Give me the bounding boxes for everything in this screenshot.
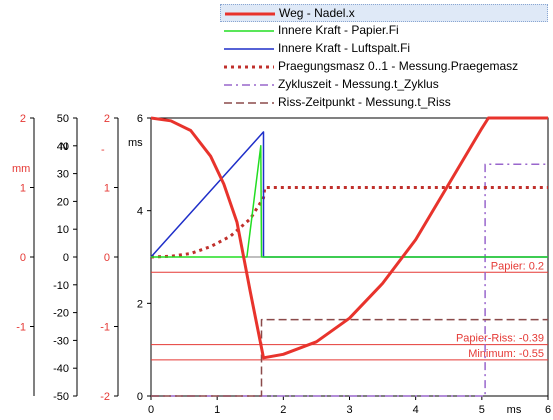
- y-tick-label-ratio: 1: [104, 183, 110, 195]
- legend-swatch: [224, 84, 274, 86]
- x-tick-label: 1: [214, 404, 220, 416]
- x-tick-label: 4: [413, 404, 419, 416]
- reference-label: Minimum: -0.55: [468, 348, 544, 360]
- y-tick-label-N: -50: [53, 391, 69, 403]
- reference-label: Papier: 0.2: [491, 260, 544, 272]
- series-line-6: [151, 318, 548, 397]
- y-unit-label-ms: ms: [128, 137, 143, 149]
- y-unit-label-ratio: -: [101, 144, 105, 156]
- legend-label: Praegungsmasz 0..1 - Messung.Praegemasz: [278, 59, 519, 73]
- legend-swatch: [224, 30, 274, 32]
- y-tick-label-N: 30: [57, 169, 69, 181]
- legend-label: Weg - Nadel.x: [279, 6, 355, 20]
- y-tick-label-N: -10: [53, 280, 69, 292]
- legend-swatch: [225, 12, 275, 16]
- y-tick-label-N: 0: [63, 252, 69, 264]
- series-line-4: [150, 186, 548, 259]
- y-tick-label-mm: 1: [20, 183, 26, 195]
- y-tick-label-mm: 0: [20, 252, 26, 264]
- legend-swatch: [224, 65, 274, 69]
- series-line-5: [151, 163, 548, 397]
- legend-item: Innere Kraft - Luftspalt.Fi: [220, 40, 548, 58]
- series-line-1: [150, 116, 548, 360]
- legend-swatch: [224, 48, 274, 50]
- series-line-2: [151, 145, 548, 258]
- y-tick-label-N: 20: [57, 196, 69, 208]
- reference-label: Papier-Riss: -0.39: [456, 333, 544, 345]
- legend-label: Zykluszeit - Messung.t_Zyklus: [278, 77, 439, 91]
- y-tick-label-N: -40: [53, 363, 69, 375]
- x-tick-label: 6: [545, 404, 551, 416]
- legend-item: Innere Kraft - Papier.Fi: [220, 22, 548, 40]
- x-tick-label: 3: [346, 404, 352, 416]
- y-tick-label-ratio: 0: [104, 252, 110, 264]
- y-tick-label-ms: 0: [137, 391, 143, 403]
- y-tick-label-ms: 4: [137, 206, 143, 218]
- y-tick-label-ms: 6: [137, 113, 143, 125]
- legend-label: Innere Kraft - Luftspalt.Fi: [278, 41, 411, 55]
- x-tick-label: 2: [280, 404, 286, 416]
- x-unit-label: ms: [507, 404, 522, 416]
- legend-item: Weg - Nadel.x: [220, 4, 548, 22]
- y-unit-label-n: N: [60, 141, 68, 153]
- y-tick-label-ratio: -1: [100, 322, 110, 334]
- legend-label: Innere Kraft - Papier.Fi: [278, 23, 399, 37]
- y-tick-label-N: 40: [57, 141, 69, 153]
- y-tick-label-ratio: -2: [100, 391, 110, 403]
- x-tick-label: 0: [148, 404, 154, 416]
- y-tick-label-mm: -1: [16, 322, 26, 334]
- chart-legend: Weg - Nadel.x Innere Kraft - Papier.Fi Inn…: [220, 4, 548, 112]
- y-tick-label-ratio: 2: [104, 113, 110, 125]
- legend-item: Zykluszeit - Messung.t_Zyklus: [220, 76, 548, 94]
- y-tick-label-N: 10: [57, 224, 69, 236]
- y-unit-label-mm: mm: [12, 163, 30, 175]
- legend-swatch: [224, 102, 274, 104]
- y-tick-label-mm: 2: [20, 113, 26, 125]
- y-tick-label-ms: 2: [137, 298, 143, 310]
- x-tick-label: 5: [479, 404, 485, 416]
- series-line-3: [150, 131, 548, 258]
- y-tick-label-N: -30: [53, 335, 69, 347]
- legend-item: Praegungsmasz 0..1 - Messung.Praegemasz: [220, 58, 548, 76]
- y-tick-label-N: -20: [53, 308, 69, 320]
- legend-item: Riss-Zeitpunkt - Messung.t_Riss: [220, 94, 548, 112]
- y-tick-label-N: 50: [57, 113, 69, 125]
- legend-label: Riss-Zeitpunkt - Messung.t_Riss: [278, 95, 451, 109]
